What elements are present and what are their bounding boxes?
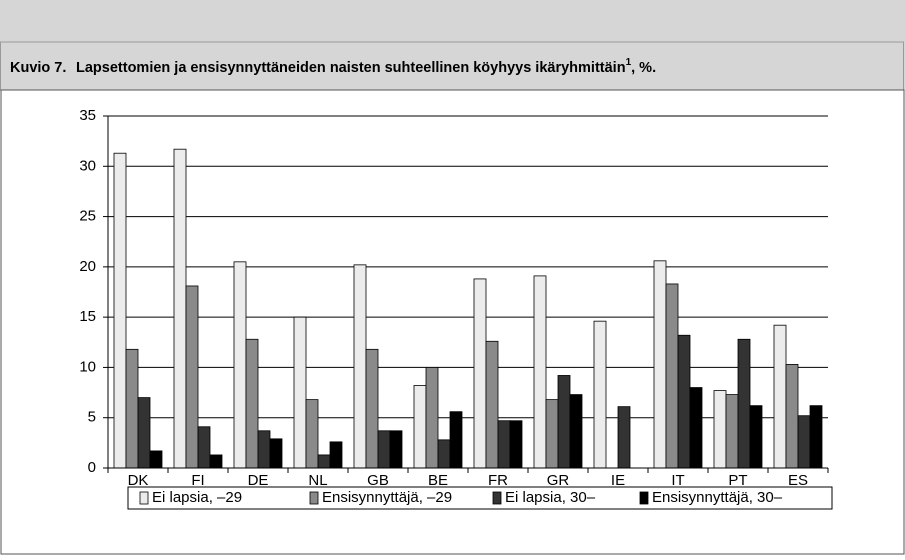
bar — [689, 387, 703, 469]
chart-panel — [0, 89, 905, 555]
bar — [485, 340, 499, 469]
legend-label: Ei lapsia, 30– — [505, 489, 596, 506]
y-tick-label: 35 — [79, 107, 96, 124]
title-suffix: , %. — [631, 60, 656, 76]
y-tick-label: 10 — [79, 358, 96, 375]
y-tick-label: 30 — [79, 157, 96, 174]
x-tick-label: ES — [788, 472, 808, 489]
bar — [353, 264, 367, 469]
y-tick-label: 20 — [79, 258, 96, 275]
bar — [389, 430, 403, 469]
bar — [317, 454, 331, 469]
bar — [149, 450, 163, 469]
legend-swatch — [639, 491, 649, 505]
legend-swatch — [309, 491, 319, 505]
bar — [677, 334, 691, 469]
y-tick-label: 0 — [88, 459, 96, 476]
bar — [593, 320, 607, 469]
x-tick-label: GR — [547, 472, 570, 489]
bar — [413, 385, 427, 469]
bar — [785, 364, 799, 469]
x-tick-label: PT — [728, 472, 747, 489]
legend-label: Ensisynnyttäjä, 30– — [652, 489, 783, 506]
bar — [137, 397, 151, 469]
x-tick-label: BE — [428, 472, 448, 489]
bar — [509, 420, 523, 469]
bar — [245, 338, 259, 469]
legend-swatch — [139, 491, 149, 505]
bar — [329, 441, 343, 469]
bar — [617, 406, 631, 469]
bar — [437, 439, 451, 469]
bar — [365, 348, 379, 469]
bar — [665, 283, 679, 469]
legend-label: Ei lapsia, –29 — [152, 489, 242, 506]
bar — [725, 394, 739, 469]
bar — [209, 454, 223, 469]
bar — [713, 390, 727, 469]
chart-title: Lapsettomien ja ensisynnyttäneiden naist… — [76, 57, 656, 76]
legend-box — [127, 486, 833, 510]
bar — [293, 316, 307, 469]
bar — [269, 438, 283, 469]
y-tick-label: 5 — [88, 409, 96, 426]
legend-swatch — [492, 491, 502, 505]
bar — [305, 399, 319, 469]
bar — [173, 148, 187, 469]
legend-label: Ensisynnyttäjä, –29 — [322, 489, 452, 506]
x-tick-label: DE — [248, 472, 269, 489]
bar — [257, 430, 271, 469]
bar — [653, 260, 667, 469]
bar — [233, 261, 247, 469]
bar — [557, 375, 571, 469]
x-tick-label: FI — [191, 472, 204, 489]
bar — [113, 152, 127, 469]
y-tick-label: 25 — [79, 208, 96, 225]
bar — [185, 285, 199, 469]
bar — [125, 348, 139, 469]
bar — [773, 324, 787, 469]
bar — [449, 411, 463, 469]
x-tick-label: NL — [308, 472, 327, 489]
bar — [497, 420, 511, 469]
bar — [809, 405, 823, 469]
bar — [533, 275, 547, 469]
x-tick-label: GB — [367, 472, 389, 489]
x-tick-label: IE — [611, 472, 625, 489]
bar — [545, 399, 559, 469]
x-tick-label: IT — [671, 472, 684, 489]
bar — [749, 405, 763, 469]
bar — [569, 394, 583, 469]
bar — [737, 338, 751, 469]
x-tick-label: DK — [128, 472, 149, 489]
title-note: 1 — [626, 57, 632, 68]
x-tick-label: FR — [488, 472, 508, 489]
figure-label: Kuvio 7. — [10, 60, 66, 76]
bar — [797, 415, 811, 469]
title-text: Lapsettomien ja ensisynnyttäneiden naist… — [76, 60, 626, 76]
bar — [473, 278, 487, 469]
title-banner — [0, 0, 905, 90]
bar — [377, 430, 391, 469]
bar — [197, 426, 211, 469]
bar — [425, 367, 439, 469]
y-tick-label: 15 — [79, 308, 96, 325]
